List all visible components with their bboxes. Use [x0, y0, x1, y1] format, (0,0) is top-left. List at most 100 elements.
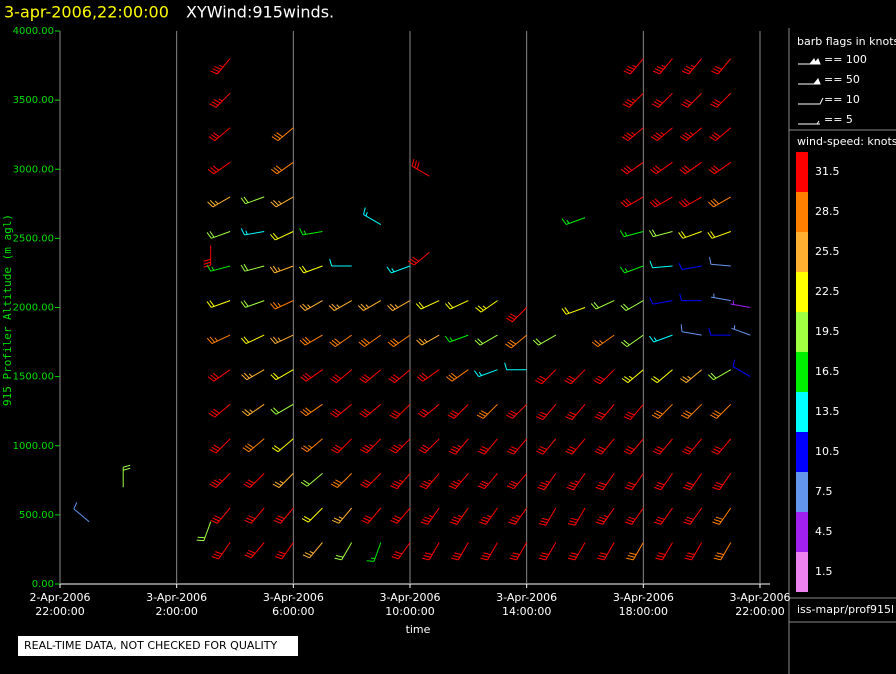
wind-barb: [389, 438, 411, 454]
wind-barb: [207, 161, 231, 175]
wind-barb: [680, 403, 703, 419]
wind-barb: [653, 473, 673, 491]
x-tick-label: 2-Apr-2006: [29, 591, 90, 604]
wind-barb: [709, 257, 731, 267]
wind-barb: [652, 58, 673, 75]
wind-barb: [445, 300, 469, 310]
wind-barb: [240, 300, 265, 308]
wind-barb: [386, 265, 411, 274]
wind-barb: [240, 228, 265, 236]
wind-barb: [334, 542, 353, 561]
wind-barb: [241, 403, 265, 417]
x-tick-label: 3-Apr-2006: [263, 591, 324, 604]
wind-barb: [302, 542, 323, 559]
wind-barb: [330, 369, 353, 383]
wind-barb: [329, 334, 352, 348]
wind-barb: [300, 438, 323, 453]
wind-barb: [619, 230, 644, 238]
wind-barb: [594, 438, 615, 455]
wind-barb: [649, 297, 673, 305]
wind-barb: [360, 473, 382, 488]
x-tick-label: 3-Apr-2006: [146, 591, 207, 604]
wind-barb: [358, 334, 382, 348]
chart-subtitle: XYWind:915winds.: [186, 3, 334, 22]
colorbar-label: 4.5: [815, 525, 833, 538]
wind-barb: [299, 334, 323, 346]
colorbar-swatch: [796, 272, 808, 312]
wind-barb: [416, 334, 440, 346]
wind-barb: [301, 507, 323, 523]
colorbar-label: 31.5: [815, 165, 840, 178]
wind-barb: [196, 521, 212, 542]
colorbar-label: 16.5: [815, 365, 840, 378]
wind-barb: [680, 92, 703, 108]
wind-barb: [407, 251, 430, 266]
colorbar-label: 1.5: [815, 565, 833, 578]
wind-barb: [505, 307, 528, 323]
wind-barb: [561, 217, 586, 225]
wind-barb: [621, 369, 644, 383]
wind-barb: [732, 359, 751, 378]
wind-barb: [680, 369, 703, 383]
wind-barb: [477, 438, 498, 455]
wind-barb: [420, 507, 440, 525]
wind-barb: [243, 473, 265, 488]
colorbar-swatch: [796, 472, 808, 512]
wind-barb: [711, 58, 732, 75]
wind-barb: [242, 438, 265, 453]
wind-barb: [359, 403, 382, 418]
wind-barb: [681, 58, 703, 75]
wind-barb: [621, 127, 644, 142]
wind-barb: [477, 473, 498, 490]
wind-barb: [270, 300, 294, 310]
wind-barb: [593, 369, 615, 385]
y-tick-label: 500.00: [19, 510, 54, 521]
x-tick-label: 22:00:00: [35, 605, 84, 618]
wind-barb: [649, 334, 673, 343]
wind-barb: [300, 473, 323, 487]
colorbar-swatch: [796, 392, 808, 432]
wind-barb: [590, 300, 615, 310]
wind-barb: [203, 245, 212, 268]
wind-barb: [451, 542, 469, 561]
barb-legend-item: == 10: [824, 93, 860, 106]
wind-barb: [653, 507, 673, 525]
wind-barb: [388, 369, 411, 383]
wind-barb: [391, 542, 411, 560]
wind-barb: [210, 507, 231, 524]
wind-barb: [209, 473, 231, 488]
wind-barb: [711, 293, 731, 302]
x-tick-label: 3-Apr-2006: [613, 591, 674, 604]
wind-barb: [122, 464, 131, 488]
x-axis-label: time: [406, 623, 431, 636]
y-tick-label: 1000.00: [13, 441, 54, 452]
wind-barb: [328, 300, 352, 312]
wind-barb: [505, 334, 528, 349]
note-box: [18, 636, 298, 656]
wind-barb: [299, 228, 323, 236]
wind-barb: [707, 369, 732, 381]
legend-barb: [798, 78, 821, 85]
wind-barb: [270, 334, 294, 345]
wind-barb: [707, 231, 731, 239]
wind-barb: [623, 438, 644, 455]
colorbar-swatch: [796, 152, 808, 192]
wind-barb: [448, 473, 469, 490]
wind-barb: [680, 324, 702, 336]
wind-barb: [449, 507, 469, 525]
wind-barb: [620, 196, 644, 208]
wind-barb: [651, 403, 673, 419]
wind-barb: [390, 507, 411, 524]
wind-barb: [649, 260, 673, 269]
wind-barb: [652, 438, 673, 455]
source: iss-mapr/prof915l: [797, 603, 894, 616]
barb-legend-title: barb flags in knots: [797, 35, 896, 48]
wind-barb: [623, 403, 644, 421]
wind-barb: [678, 262, 702, 270]
wind-barb: [418, 438, 440, 454]
wind-barb: [475, 300, 498, 313]
legend-barb: [798, 120, 820, 125]
colorbar-label: 22.5: [815, 285, 840, 298]
wind-barb: [679, 161, 702, 175]
